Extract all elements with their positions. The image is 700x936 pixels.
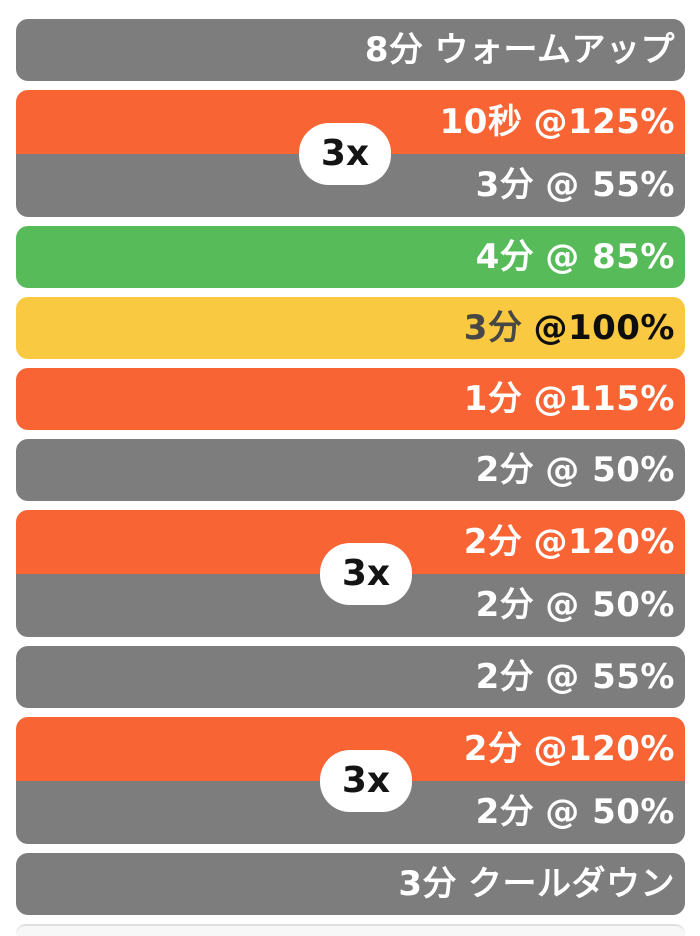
segment-warmup: 8分 ウォームアップ xyxy=(16,19,685,81)
segment-label: 8分 ウォームアップ xyxy=(365,33,685,67)
segment-label: 10秒 @125% xyxy=(440,105,685,139)
segment-target: @115% xyxy=(533,379,675,419)
segment-label: 2分 @ 50% xyxy=(476,795,685,829)
segment-duration: 2分 xyxy=(463,728,523,769)
segment-threshold: 3分 @100% xyxy=(16,297,685,359)
segment-label: 3分 @100% xyxy=(464,311,685,345)
segment-duration: 3分 xyxy=(475,165,535,206)
segment-target: @ 55% xyxy=(545,165,675,206)
segment-duration: 2分 xyxy=(463,521,523,562)
repeat-count: 3x xyxy=(341,760,391,801)
segment-target: @ 55% xyxy=(545,657,675,697)
repeat-count: 3x xyxy=(320,133,370,174)
segment-vo2: 1分 @115% xyxy=(16,368,685,430)
segment-label: 2分 @120% xyxy=(464,732,685,766)
segment-duration: 3分 xyxy=(398,864,457,904)
segment-duration: 1分 xyxy=(463,379,523,419)
next-segment-peek xyxy=(16,924,685,936)
segment-cooldown: 3分 クールダウン xyxy=(16,853,685,915)
segment-duration: 2分 xyxy=(475,585,535,626)
segment-duration: 10秒 xyxy=(439,101,523,142)
segment-target: @ 50% xyxy=(545,585,675,626)
segment-label: 2分 @120% xyxy=(464,525,685,559)
segment-label: 2分 @ 50% xyxy=(476,588,685,622)
segment-tempo: 4分 @ 85% xyxy=(16,226,685,288)
segment-target: クールダウン xyxy=(468,864,675,904)
segment-label: 3分 クールダウン xyxy=(398,867,685,901)
segment-duration: 8分 xyxy=(364,30,424,70)
segment-repeat-intervals-1: 2分 @120% 2分 @ 50% 3x xyxy=(16,510,685,637)
segment-repeat-sprints: 10秒 @125% 3分 @ 55% 3x xyxy=(16,90,685,217)
repeat-count-badge: 3x xyxy=(320,542,412,605)
segment-label: 3分 @ 55% xyxy=(476,168,685,202)
segment-target: @ 85% xyxy=(545,237,675,277)
segment-target: @120% xyxy=(533,521,675,562)
segment-target: @100% xyxy=(533,308,675,348)
segment-label: 2分 @ 55% xyxy=(476,660,685,694)
segment-label: 2分 @ 50% xyxy=(476,453,685,487)
segment-duration: 2分 xyxy=(475,792,535,833)
segment-target: @125% xyxy=(533,101,675,142)
segment-target: @ 50% xyxy=(545,792,675,833)
segment-label: 4分 @ 85% xyxy=(476,240,685,274)
segment-target: @120% xyxy=(533,728,675,769)
segment-duration: 3分 xyxy=(463,308,523,348)
segment-target: @ 50% xyxy=(545,450,675,490)
segment-repeat-intervals-2: 2分 @120% 2分 @ 50% 3x xyxy=(16,717,685,844)
segment-duration: 2分 xyxy=(475,450,535,490)
repeat-count: 3x xyxy=(341,553,391,594)
segment-label: 1分 @115% xyxy=(464,382,685,416)
repeat-count-badge: 3x xyxy=(320,749,412,812)
segment-duration: 2分 xyxy=(475,657,535,697)
segment-recovery-2: 2分 @ 55% xyxy=(16,646,685,708)
segment-recovery-1: 2分 @ 50% xyxy=(16,439,685,501)
repeat-count-badge: 3x xyxy=(299,122,391,185)
segment-target: ウォームアップ xyxy=(434,30,675,70)
segment-duration: 4分 xyxy=(475,237,535,277)
